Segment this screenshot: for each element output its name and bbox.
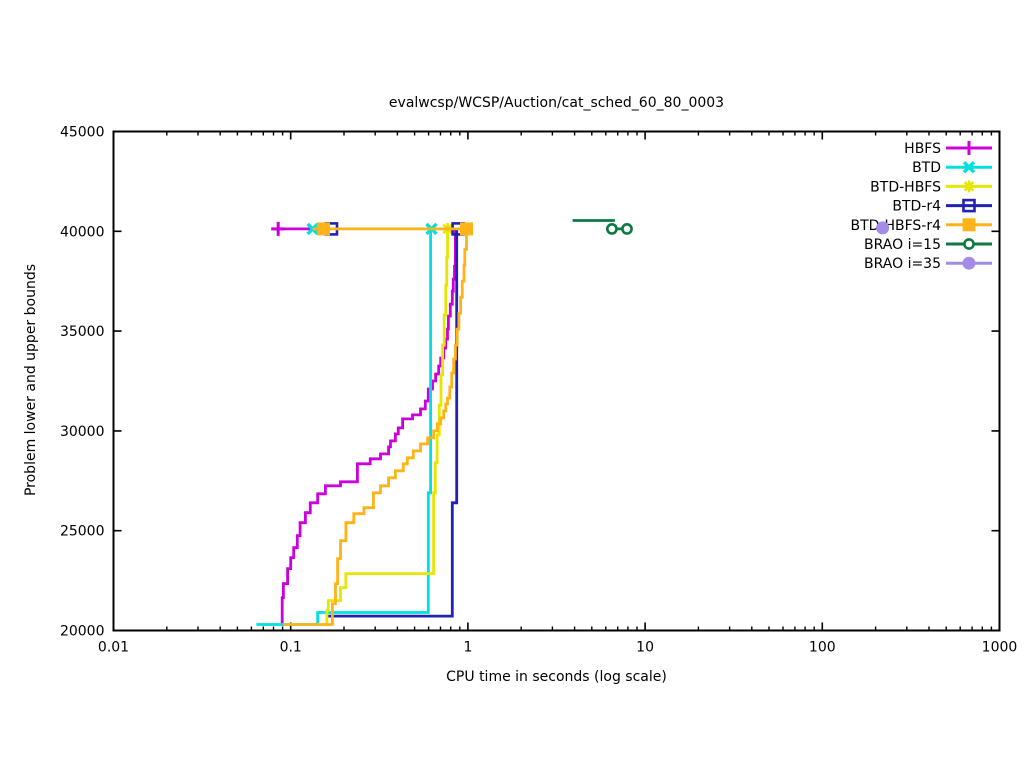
y-tick-label: 30000: [60, 424, 105, 440]
marker-square-filled: [962, 218, 976, 232]
y-tick-label: 40000: [60, 224, 105, 240]
marker-star: [963, 180, 975, 193]
legend-label-BRAO i=35: BRAO i=35: [864, 256, 941, 272]
x-tick-label: 1000: [982, 640, 1018, 656]
chart-title: evalwcsp/WCSP/Auction/cat_sched_60_80_00…: [388, 95, 725, 111]
x-tick-label: 0.1: [280, 640, 302, 656]
marker-plus: [271, 221, 286, 236]
marker-square-open: [962, 198, 976, 213]
marker-circle-open: [606, 222, 618, 235]
series-lb-line-HBFS: [280, 228, 457, 626]
marker-cross: [962, 160, 976, 174]
legend-label-HBFS: HBFS: [904, 141, 941, 157]
marker-circle-filled: [876, 221, 890, 235]
legend-label-BTD: BTD: [912, 160, 941, 176]
series-lb-line-BTD-r4: [328, 228, 459, 618]
marker-square-filled: [316, 222, 330, 236]
x-tick-label: 100: [809, 640, 836, 656]
plot-border: [112, 130, 1001, 632]
y-tick-label: 25000: [60, 524, 105, 540]
marker-plus: [962, 141, 976, 155]
series-lb-line-BTD-HBFS-r4: [283, 228, 468, 626]
legend-label-BTD-HBFS: BTD-HBFS: [870, 179, 941, 195]
x-axis-label: CPU time in seconds (log scale): [446, 669, 667, 685]
marker-square-filled: [460, 222, 473, 236]
legend-label-BTD-r4: BTD-r4: [892, 199, 941, 215]
marker-circle-open: [621, 222, 633, 235]
y-tick-label: 35000: [60, 324, 105, 340]
series-lb-line-BTD: [256, 228, 432, 626]
x-tick-label: 10: [636, 640, 654, 656]
x-tick-label: 1: [463, 640, 472, 656]
x-tick-label: 0.01: [98, 640, 129, 656]
y-tick-label: 20000: [60, 624, 105, 640]
marker-circle-open: [963, 238, 975, 250]
marker-circle-filled: [962, 256, 976, 270]
legend-label-BRAO i=15: BRAO i=15: [864, 237, 941, 253]
legend-label-BTD-HBFS-r4: BTD-HBFS-r4: [850, 218, 941, 234]
y-tick-label: 45000: [60, 125, 105, 141]
